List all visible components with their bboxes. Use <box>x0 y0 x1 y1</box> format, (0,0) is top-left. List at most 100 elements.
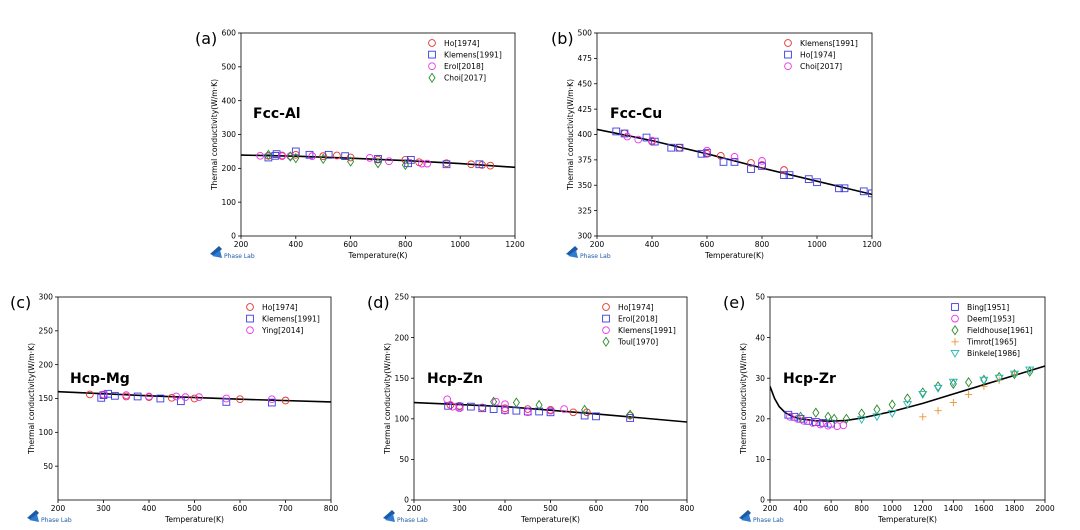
legend: Bing[1951] Deem[1953] Fieldhouse[1961] Timr… <box>950 303 1033 358</box>
y-tick-label: 400 <box>578 130 593 139</box>
x-tick-label: 2000 <box>1035 504 1054 513</box>
legend: Ho[1974] Erol[2018] Klemens[1991] Toul[1970… <box>602 303 676 347</box>
legend-entry: Erol[2018] <box>618 314 658 323</box>
data-point <box>675 143 684 152</box>
material-label: Hcp-Zr <box>783 371 836 387</box>
phase-lab-logo: Phase Lab <box>27 510 72 524</box>
legend-entry: Klemens[1991] <box>618 326 676 335</box>
data-point <box>903 393 912 404</box>
data-point <box>811 418 820 426</box>
x-axis-title: Temperature(K) <box>164 515 224 524</box>
data-point <box>346 153 355 162</box>
phase-lab-logo: Phase Lab <box>210 246 255 260</box>
x-tick-label: 1000 <box>883 504 902 513</box>
series-klemens-1991- <box>97 389 276 407</box>
data-point <box>634 135 643 144</box>
legend: Klemens[1991] Ho[1974] Choi[2017] <box>784 39 858 71</box>
data-point <box>268 395 276 404</box>
legend-entry: Klemens[1991] <box>262 314 320 323</box>
legend-marker <box>602 314 610 323</box>
legend-entry: Fieldhouse[1961] <box>967 326 1033 335</box>
data-point <box>840 184 849 193</box>
data-point <box>423 159 432 168</box>
data-point <box>292 152 300 164</box>
data-point <box>824 421 832 430</box>
data-point <box>195 393 203 401</box>
x-tick-label: 800 <box>324 504 339 513</box>
y-tick-label: 30 <box>755 374 765 383</box>
legend-entry: Ho[1974] <box>262 303 298 312</box>
data-point <box>626 409 634 420</box>
x-tick-label: 300 <box>96 504 111 513</box>
legend-entry: Ho[1974] <box>618 303 654 312</box>
chart-panel-a: 200 400 600 800 1000 1200 0 100 200 300 400 500 600 T… <box>195 29 525 260</box>
data-point <box>824 411 832 422</box>
y-tick-label: 100 <box>222 198 237 207</box>
data-point <box>918 390 928 399</box>
y-axis-title: Thermal conductivity(W/m·K) <box>739 343 748 455</box>
legend-marker <box>246 326 254 335</box>
data-point <box>181 393 190 401</box>
y-tick-label: 50 <box>43 462 53 471</box>
logo-text: Phase Lab <box>397 517 428 524</box>
data-point <box>873 404 881 415</box>
data-point <box>719 158 728 166</box>
x-tick-label: 400 <box>793 504 808 513</box>
data-point <box>467 402 475 411</box>
data-point <box>887 410 897 419</box>
phase-lab-logo: Phase Lab <box>383 510 428 524</box>
plot-area <box>414 395 687 423</box>
data-point <box>830 413 838 424</box>
data-point <box>569 408 578 417</box>
legend-entry: Binkele[1986] <box>967 349 1020 358</box>
x-tick-label: 200 <box>234 240 249 249</box>
panel-label: (d) <box>367 293 390 312</box>
data-point <box>888 399 896 410</box>
data-point <box>949 398 957 407</box>
data-point <box>156 394 165 403</box>
y-tick-label: 600 <box>222 29 237 38</box>
y-tick-label: 250 <box>395 293 410 302</box>
x-tick-label: 1400 <box>944 504 963 513</box>
data-point <box>730 152 739 161</box>
data-point <box>648 136 656 145</box>
y-tick-label: 475 <box>578 54 593 63</box>
data-point <box>145 392 153 401</box>
phase-lab-logo: Phase Lab <box>566 246 611 260</box>
x-tick-label: 400 <box>289 240 304 249</box>
data-point <box>919 387 927 398</box>
data-point <box>478 161 486 169</box>
x-tick-label: 200 <box>763 504 778 513</box>
series-deem-1953- <box>786 412 848 430</box>
data-point <box>523 408 532 417</box>
y-tick-label: 425 <box>578 105 593 114</box>
series-toul-1970- <box>490 396 634 420</box>
chart-panel-d: 200 300 400 500 600 700 800 0 50 100 150 200 250 Temp… <box>367 293 694 524</box>
chart-panel-b: 200 400 600 800 1000 1200 300 325 350 375 400 425 45… <box>551 29 882 260</box>
data-point <box>85 390 94 399</box>
x-tick-label: 600 <box>700 240 715 249</box>
x-tick-label: 1000 <box>451 240 470 249</box>
legend-marker <box>602 336 610 347</box>
legend-marker <box>784 62 792 71</box>
data-point <box>446 401 455 409</box>
legend-marker <box>950 349 960 358</box>
data-point <box>546 406 555 415</box>
y-tick-label: 20 <box>755 415 765 424</box>
series-klemens-1991- <box>443 395 569 417</box>
data-point <box>286 151 294 162</box>
data-point <box>1025 366 1035 375</box>
y-axis-title: Thermal conductivity(W/m·K) <box>210 79 219 191</box>
data-point <box>842 413 850 424</box>
data-point <box>443 395 452 404</box>
y-tick-label: 500 <box>222 63 237 72</box>
data-point <box>99 390 108 399</box>
y-tick-label: 0 <box>404 496 409 505</box>
x-tick-label: 1000 <box>807 240 826 249</box>
data-point <box>965 377 973 388</box>
data-point <box>859 187 868 196</box>
data-point <box>786 412 794 421</box>
y-tick-label: 450 <box>578 79 593 88</box>
data-point <box>902 401 913 410</box>
data-point <box>994 374 1004 383</box>
